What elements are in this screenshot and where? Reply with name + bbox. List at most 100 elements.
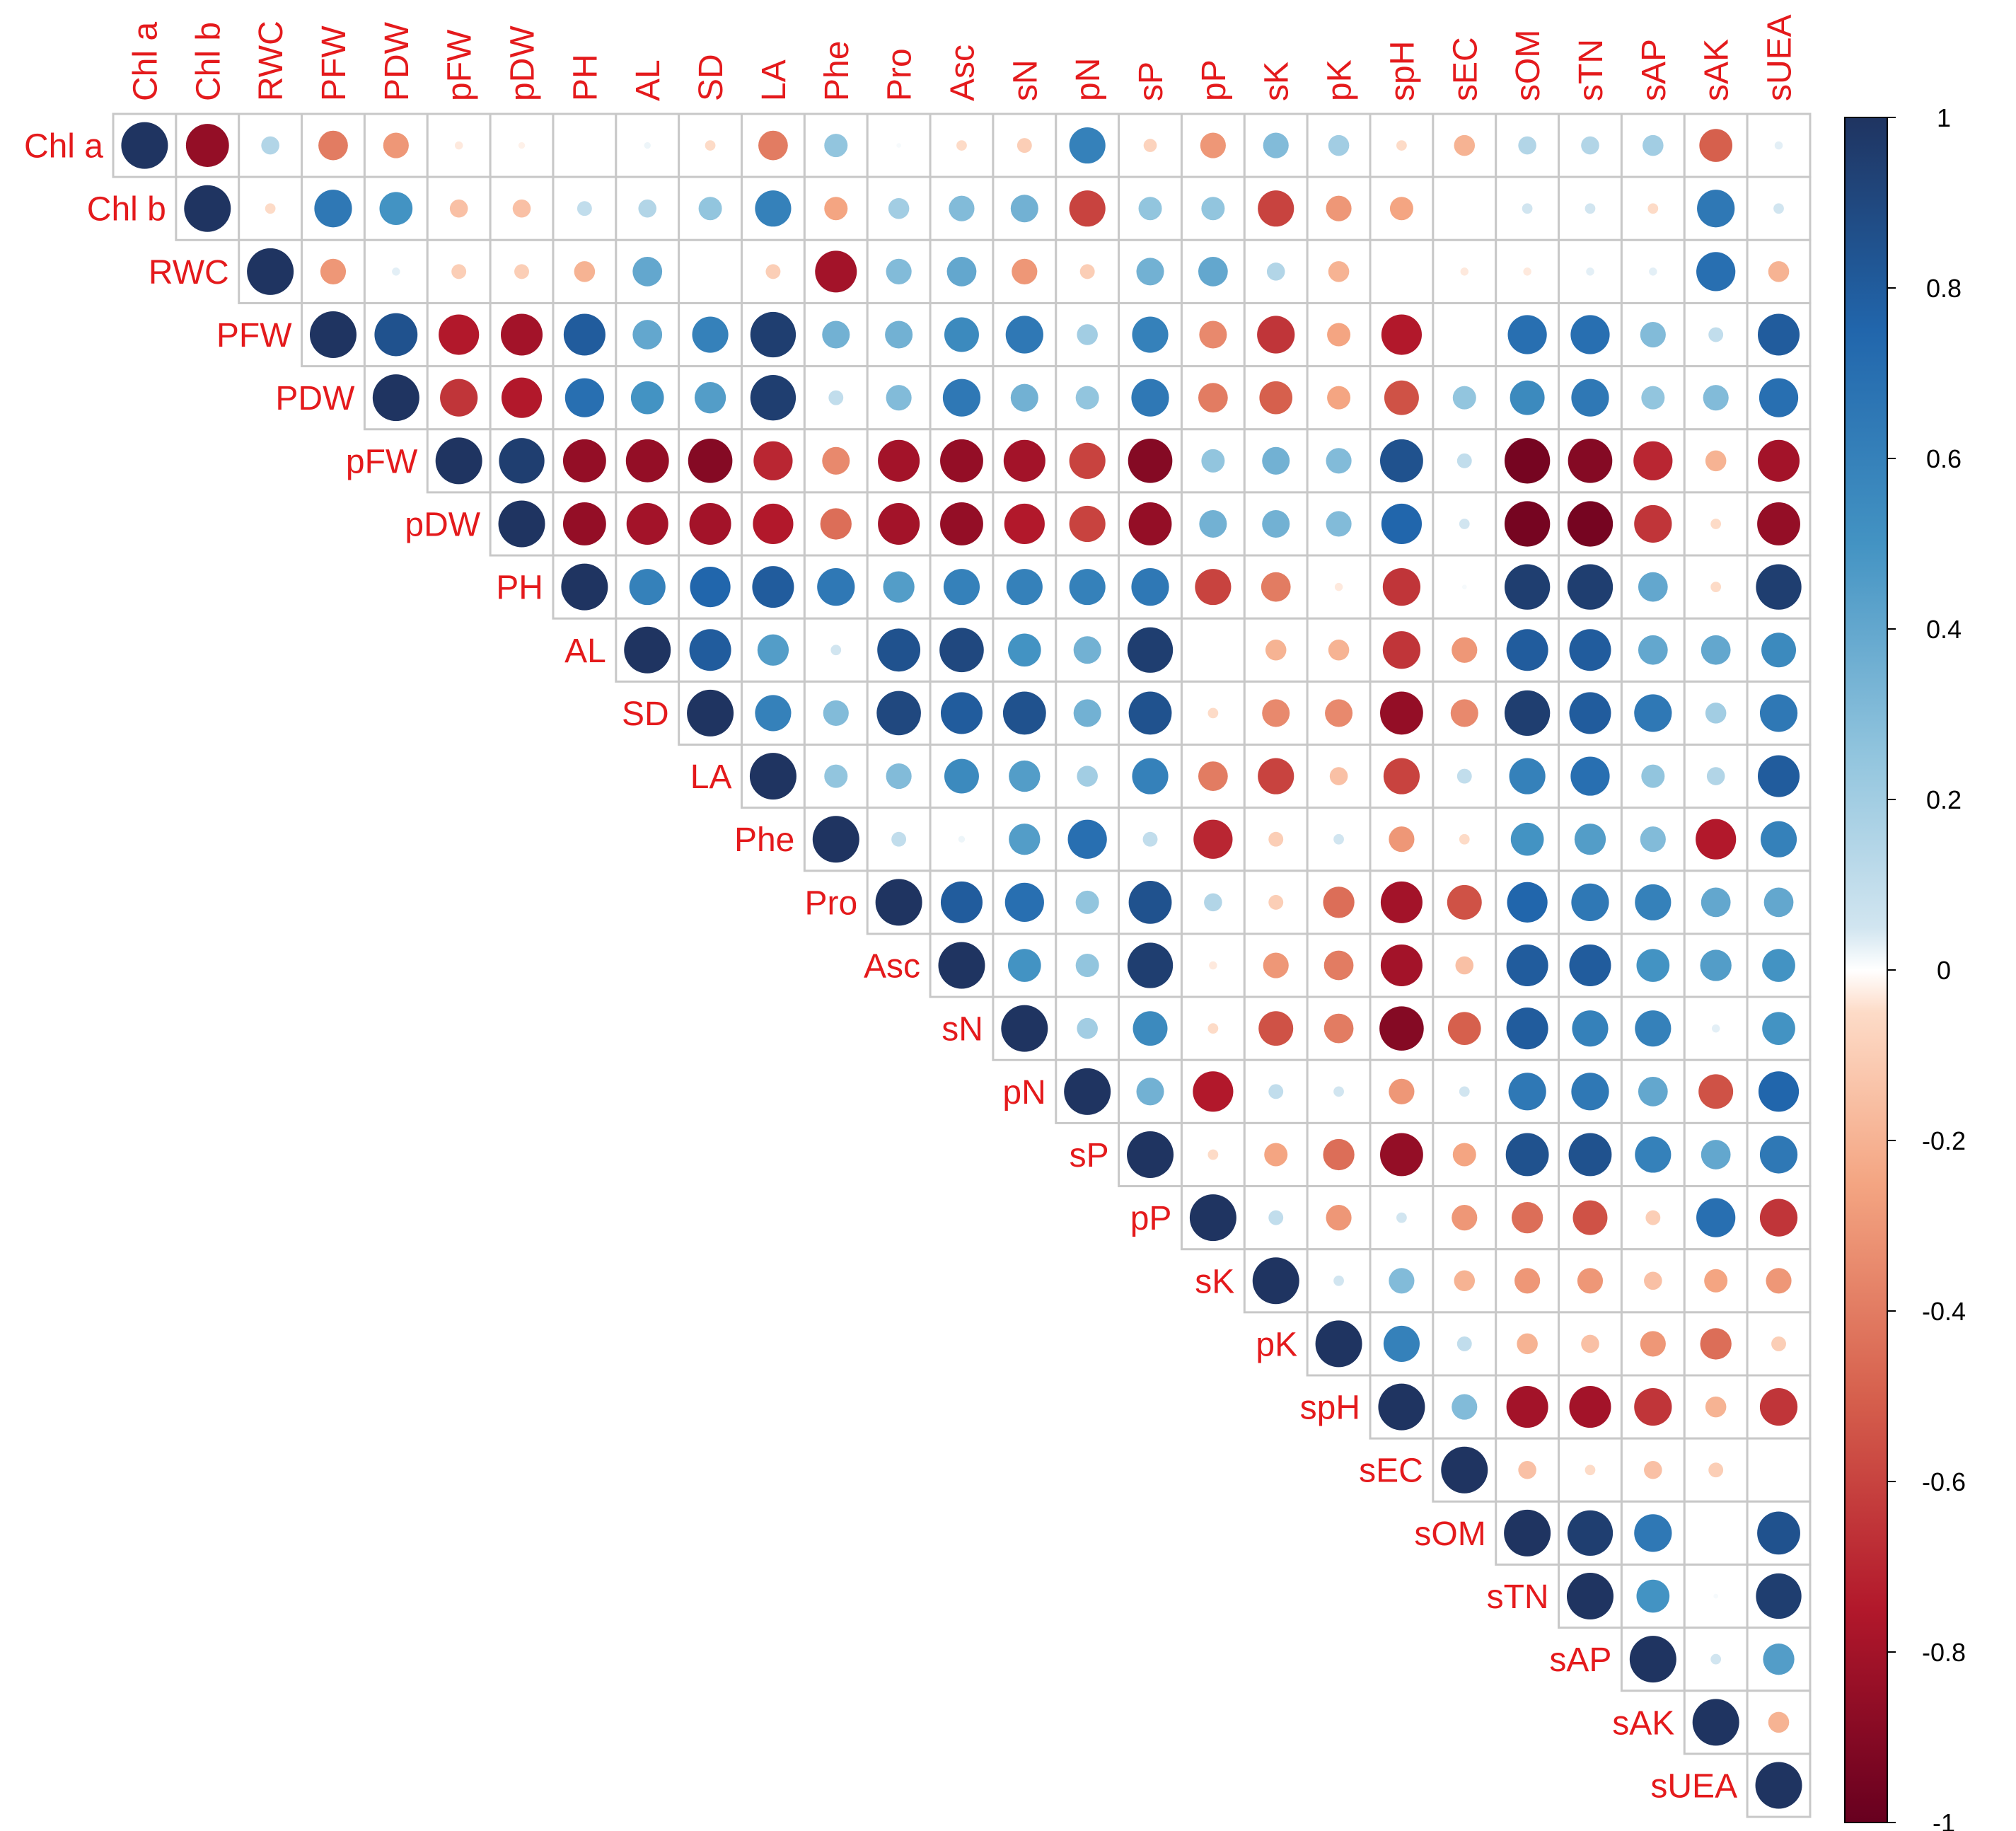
corr-circle-pFW-sK bbox=[1262, 446, 1290, 475]
corr-circle-Asc-sK bbox=[1263, 952, 1289, 978]
corr-circle-Chl a-sUEA bbox=[1774, 141, 1783, 150]
cell-AL-pP bbox=[1180, 617, 1246, 683]
row-label: Phe bbox=[734, 821, 794, 859]
corr-circle-sP-sTN bbox=[1568, 1133, 1612, 1177]
corr-circle-PDW-pK bbox=[1327, 386, 1351, 410]
cell-Chl a-PH bbox=[552, 112, 618, 178]
cell-spH-sTN bbox=[1558, 1374, 1623, 1440]
corr-circle-PH-sUEA bbox=[1756, 564, 1802, 610]
corr-circle-Chl b-Asc bbox=[949, 195, 975, 221]
corr-circle-LA-sUEA bbox=[1758, 755, 1800, 797]
corr-circle-Chl b-LA bbox=[755, 190, 792, 227]
col-label: pN bbox=[1070, 58, 1107, 101]
cell-PH-pP bbox=[1180, 554, 1246, 620]
corr-circle-PFW-sTN bbox=[1570, 315, 1610, 354]
cell-Phe-sUEA bbox=[1746, 807, 1812, 872]
corr-circle-SD-sAP bbox=[1634, 694, 1672, 732]
corr-circle-pDW-LA bbox=[753, 503, 794, 545]
corr-circle-PDW-spH bbox=[1384, 380, 1419, 415]
corr-circle-Chl a-Pro bbox=[896, 143, 901, 148]
corr-circle-PDW-pDW bbox=[501, 377, 543, 418]
corr-circle-sK-pK bbox=[1333, 1275, 1344, 1286]
corr-circle-AL-sOM bbox=[1506, 629, 1548, 671]
corr-circle-PDW-LA bbox=[750, 375, 796, 421]
row-label: PH bbox=[496, 570, 543, 607]
col-label: sOM bbox=[1510, 30, 1547, 101]
corr-circle-Chl b-PDW bbox=[379, 192, 413, 226]
corr-circle-pN-pN bbox=[1064, 1068, 1111, 1115]
corr-circle-PH-Pro bbox=[883, 571, 915, 603]
col-label: RWC bbox=[253, 21, 290, 101]
corr-circle-pFW-LA bbox=[753, 441, 793, 480]
corr-circle-pK-sOM bbox=[1517, 1333, 1538, 1355]
corr-circle-RWC-sAP bbox=[1649, 267, 1657, 276]
corr-circle-PFW-Pro bbox=[885, 320, 913, 349]
corr-circle-SD-sTN bbox=[1569, 692, 1611, 734]
corr-circle-SD-sP bbox=[1128, 691, 1172, 735]
col-label: Phe bbox=[818, 41, 856, 101]
corr-circle-Asc-sN bbox=[1007, 949, 1041, 982]
corr-circle-LA-sN bbox=[1009, 760, 1041, 792]
row-label: AL bbox=[564, 633, 606, 670]
corr-circle-Pro-sEC bbox=[1447, 884, 1482, 920]
corr-circle-pDW-sN bbox=[1004, 503, 1045, 545]
corr-circle-AL-sN bbox=[1007, 633, 1041, 667]
col-label: AL bbox=[630, 59, 667, 101]
corr-circle-pFW-pK bbox=[1326, 448, 1352, 474]
corr-circle-Phe-sTN bbox=[1574, 824, 1606, 855]
corr-circle-PH-pK bbox=[1334, 582, 1343, 591]
corr-circle-pDW-pDW bbox=[498, 500, 545, 548]
corr-circle-sN-sTN bbox=[1572, 1010, 1609, 1047]
corr-circle-Pro-sAK bbox=[1701, 887, 1731, 918]
row-label: sAP bbox=[1549, 1641, 1611, 1679]
corr-circle-Asc-sOM bbox=[1506, 945, 1548, 987]
corr-circle-Asc-sTN bbox=[1569, 945, 1611, 987]
corr-circle-pDW-sTN bbox=[1567, 501, 1614, 547]
corr-circle-PH-PH bbox=[561, 563, 608, 611]
corr-circle-AL-AL bbox=[624, 626, 671, 674]
corr-circle-pDW-sUEA bbox=[1757, 502, 1800, 545]
corr-circle-pN-sAK bbox=[1698, 1074, 1734, 1109]
corr-circle-pN-sEC bbox=[1459, 1086, 1470, 1097]
col-label: sAP bbox=[1635, 39, 1673, 101]
corr-circle-Chl a-sEC bbox=[1454, 134, 1476, 156]
corr-circle-pP-spH bbox=[1396, 1212, 1407, 1223]
cell-Chl b-sEC bbox=[1432, 175, 1497, 241]
corr-circle-sN-sN bbox=[1001, 1005, 1048, 1052]
corr-circle-pFW-sOM bbox=[1504, 438, 1551, 484]
colorbar-tick-label: 1 bbox=[1937, 103, 1951, 132]
corr-circle-pDW-sK bbox=[1262, 509, 1290, 538]
corr-circle-RWC-pK bbox=[1328, 261, 1350, 282]
colorbar-tick-label: 0 bbox=[1937, 956, 1951, 985]
corr-circle-pDW-Pro bbox=[878, 502, 920, 545]
corr-circle-pK-sTN bbox=[1581, 1334, 1599, 1353]
corr-circle-Asc-sAK bbox=[1700, 949, 1732, 981]
cell-sEC-sUEA bbox=[1746, 1437, 1812, 1503]
corr-circle-sK-sTN bbox=[1577, 1268, 1604, 1294]
corr-circle-SD-sUEA bbox=[1759, 694, 1798, 732]
corr-circle-Asc-pN bbox=[1075, 954, 1099, 978]
corr-circle-Pro-sN bbox=[1004, 882, 1044, 922]
corr-circle-sK-sUEA bbox=[1766, 1268, 1792, 1294]
corr-circle-Chl a-PFW bbox=[318, 130, 348, 161]
corr-circle-SD-pN bbox=[1073, 699, 1101, 727]
corr-circle-Chl a-pDW bbox=[518, 141, 526, 149]
col-label: Asc bbox=[944, 45, 981, 101]
corr-circle-PH-sTN bbox=[1567, 564, 1614, 610]
corr-circle-sUEA-sUEA bbox=[1755, 1762, 1802, 1809]
col-label: sTN bbox=[1572, 39, 1610, 101]
corr-circle-Chl b-Phe bbox=[824, 197, 848, 221]
corr-circle-spH-sTN bbox=[1569, 1386, 1611, 1428]
corr-circle-sP-spH bbox=[1380, 1133, 1423, 1177]
corr-circle-LA-Phe bbox=[824, 764, 848, 788]
corr-circle-Chl a-Chl b bbox=[185, 124, 229, 167]
corr-circle-sN-sUEA bbox=[1762, 1012, 1795, 1046]
corr-circle-pFW-pN bbox=[1069, 442, 1106, 479]
corr-circle-pDW-spH bbox=[1381, 503, 1423, 545]
corr-circle-Phe-Phe bbox=[812, 816, 859, 863]
corr-circle-PH-sP bbox=[1131, 568, 1169, 606]
corr-circle-pFW-pDW bbox=[499, 438, 545, 484]
col-label: Pro bbox=[881, 48, 919, 101]
corr-circle-pN-sK bbox=[1268, 1084, 1284, 1099]
